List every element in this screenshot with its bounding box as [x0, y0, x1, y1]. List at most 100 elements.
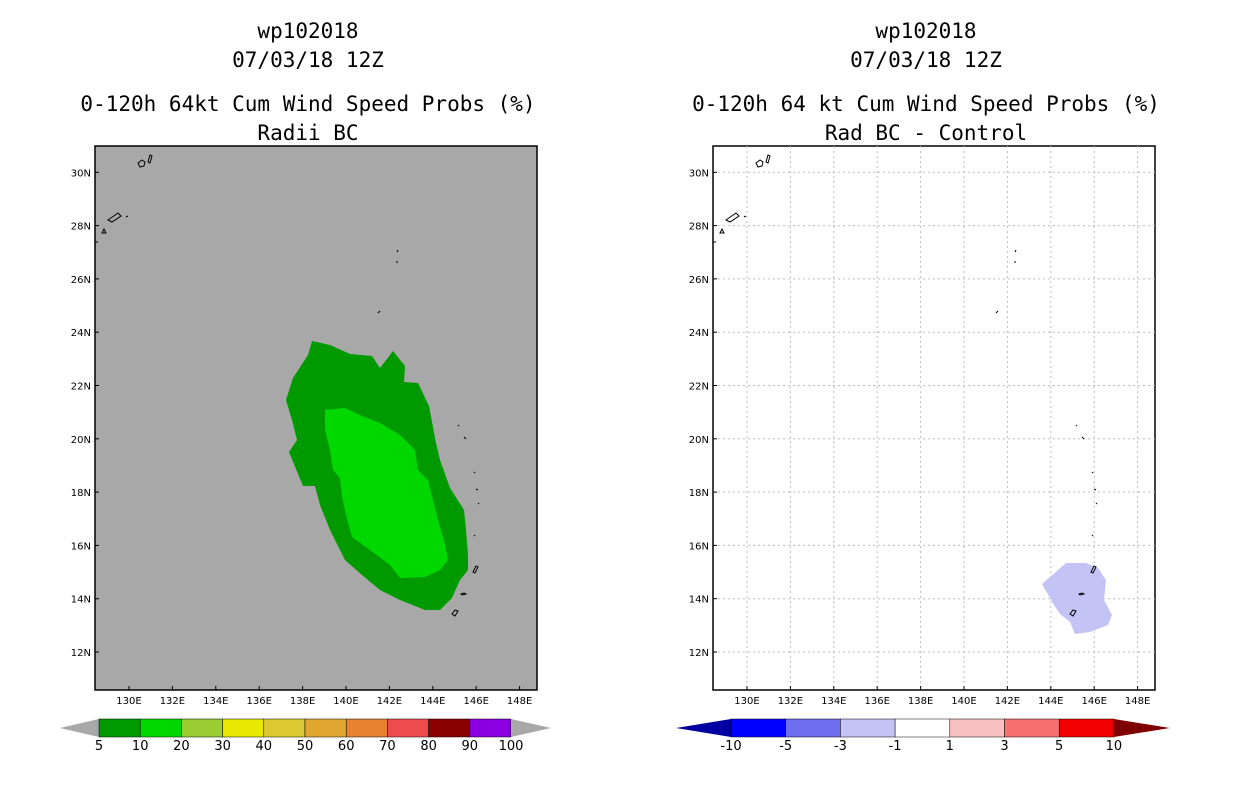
left-map — [94, 145, 538, 691]
colorbar-high-arrow — [1113, 719, 1170, 737]
colorbar-low-arrow — [676, 719, 731, 737]
left-datetime: 07/03/18 12Z — [232, 48, 384, 72]
lat-tick-label: 24N — [689, 328, 709, 339]
lat-tick-label: 16N — [71, 541, 91, 552]
lat-tick-label: 26N — [71, 275, 91, 286]
colorbar-label: -3 — [834, 739, 847, 754]
lon-tick-label: 136E — [864, 696, 889, 707]
colorbar-low-arrow — [60, 719, 99, 737]
right-diff-contour-minus3-minus1 — [1042, 563, 1112, 634]
lat-tick-label: 20N — [71, 435, 91, 446]
colorbar-swatch — [428, 718, 471, 738]
colorbar-high-arrow — [511, 719, 551, 737]
right-storm-id: wp102018 — [875, 19, 977, 43]
colorbar-label: 100 — [499, 739, 524, 754]
right-chart-title: 0-120h 64 kt Cum Wind Speed Probs (%) — [692, 92, 1160, 116]
lat-tick-label: 28N — [689, 222, 709, 233]
lon-tick-label: 148E — [1125, 696, 1150, 707]
lon-tick-label: 134E — [821, 696, 846, 707]
colorbar-label: 5 — [1055, 739, 1063, 754]
lat-tick-label: 26N — [689, 275, 709, 286]
lon-tick-label: 138E — [908, 696, 933, 707]
lat-tick-label: 20N — [689, 435, 709, 446]
lat-tick-label: 30N — [71, 168, 91, 179]
lon-tick-label: 138E — [290, 696, 315, 707]
colorbar-swatch — [222, 718, 265, 738]
colorbar-label: 50 — [297, 739, 314, 754]
lat-tick-label: 12N — [71, 648, 91, 659]
lat-tick-label: 14N — [71, 595, 91, 606]
left-title-block: wp102018 07/03/18 12Z 0-120h 64kt Cum Wi… — [58, 17, 558, 148]
left-chart-title: 0-120h 64kt Cum Wind Speed Probs (%) — [80, 92, 536, 116]
left-axis-labels: 130E 132E 134E 136E 138E 140E 142E 144E 146E 148E… — [71, 168, 533, 707]
colorbar-swatch — [785, 718, 841, 738]
colorbar-swatch — [387, 718, 429, 738]
colorbar-label: 3 — [1000, 739, 1008, 754]
lon-tick-label: 142E — [995, 696, 1020, 707]
left-chart-subtitle: Radii BC — [257, 121, 359, 145]
colorbar-label: 70 — [379, 739, 396, 754]
lon-tick-label: 146E — [463, 696, 488, 707]
lon-tick-label: 148E — [507, 696, 532, 707]
colorbar-label: 90 — [462, 739, 479, 754]
colorbar-swatch — [1058, 718, 1115, 738]
left-storm-id: wp102018 — [257, 19, 359, 43]
right-axis-labels: 130E 132E 134E 136E 138E 140E 142E 144E 146E 148E… — [689, 168, 1151, 707]
colorbar-label: 80 — [420, 739, 437, 754]
colorbar-label: 10 — [1106, 739, 1123, 754]
lat-tick-label: 18N — [689, 488, 709, 499]
lat-tick-label: 30N — [689, 168, 709, 179]
colorbar-swatch — [263, 718, 306, 738]
lon-tick-label: 142E — [377, 696, 402, 707]
colorbar-swatch — [345, 718, 388, 738]
colorbar-label: 20 — [173, 739, 190, 754]
lat-tick-label: 24N — [71, 328, 91, 339]
colorbar-swatch — [1004, 718, 1060, 738]
right-chart-subtitle: Rad BC - Control — [824, 121, 1028, 145]
lat-tick-label: 22N — [689, 382, 709, 393]
colorbar-swatch — [840, 718, 896, 738]
lon-tick-label: 136E — [246, 696, 271, 707]
colorbar-label: -1 — [889, 739, 902, 754]
lat-tick-label: 18N — [71, 488, 91, 499]
left-prob-contour-10-20 — [325, 408, 448, 578]
colorbar-label: 5 — [95, 739, 103, 754]
colorbar-label: -10 — [720, 739, 741, 754]
colorbar-swatch — [730, 718, 786, 738]
right-colorbar: -10 -5 -3 -1 1 3 5 10 — [676, 718, 1170, 754]
lat-tick-label: 28N — [71, 222, 91, 233]
colorbar-swatch — [98, 718, 141, 738]
lat-tick-label: 22N — [71, 382, 91, 393]
colorbar-swatch — [469, 718, 512, 738]
colorbar-label: 40 — [256, 739, 273, 754]
lon-tick-label: 144E — [420, 696, 445, 707]
lon-tick-label: 130E — [734, 696, 759, 707]
lon-tick-label: 134E — [203, 696, 228, 707]
colorbar-swatch — [139, 718, 182, 738]
right-map-gridlines — [713, 146, 1155, 690]
right-datetime: 07/03/18 12Z — [850, 48, 1002, 72]
lat-tick-label: 16N — [689, 541, 709, 552]
right-title-block: wp102018 07/03/18 12Z 0-120h 64 kt Cum W… — [676, 17, 1176, 148]
lon-tick-label: 146E — [1081, 696, 1106, 707]
lon-tick-label: 140E — [333, 696, 358, 707]
left-colorbar: 5 10 20 30 40 50 60 70 80 90 100 — [60, 718, 551, 754]
lat-tick-label: 14N — [689, 595, 709, 606]
lon-tick-label: 140E — [951, 696, 976, 707]
right-map — [712, 145, 1156, 691]
lon-tick-label: 144E — [1038, 696, 1063, 707]
colorbar-swatch — [894, 718, 951, 738]
lon-tick-label: 132E — [160, 696, 185, 707]
colorbar-label: 60 — [338, 739, 355, 754]
colorbar-swatch — [949, 718, 1005, 738]
colorbar-label: 1 — [946, 739, 954, 754]
colorbar-label: 10 — [132, 739, 149, 754]
colorbar-label: 30 — [214, 739, 231, 754]
colorbar-label: -5 — [779, 739, 792, 754]
colorbar-swatch — [181, 718, 223, 738]
lon-tick-label: 132E — [778, 696, 803, 707]
colorbar-swatch — [304, 718, 347, 738]
lon-tick-label: 130E — [116, 696, 141, 707]
lat-tick-label: 12N — [689, 648, 709, 659]
